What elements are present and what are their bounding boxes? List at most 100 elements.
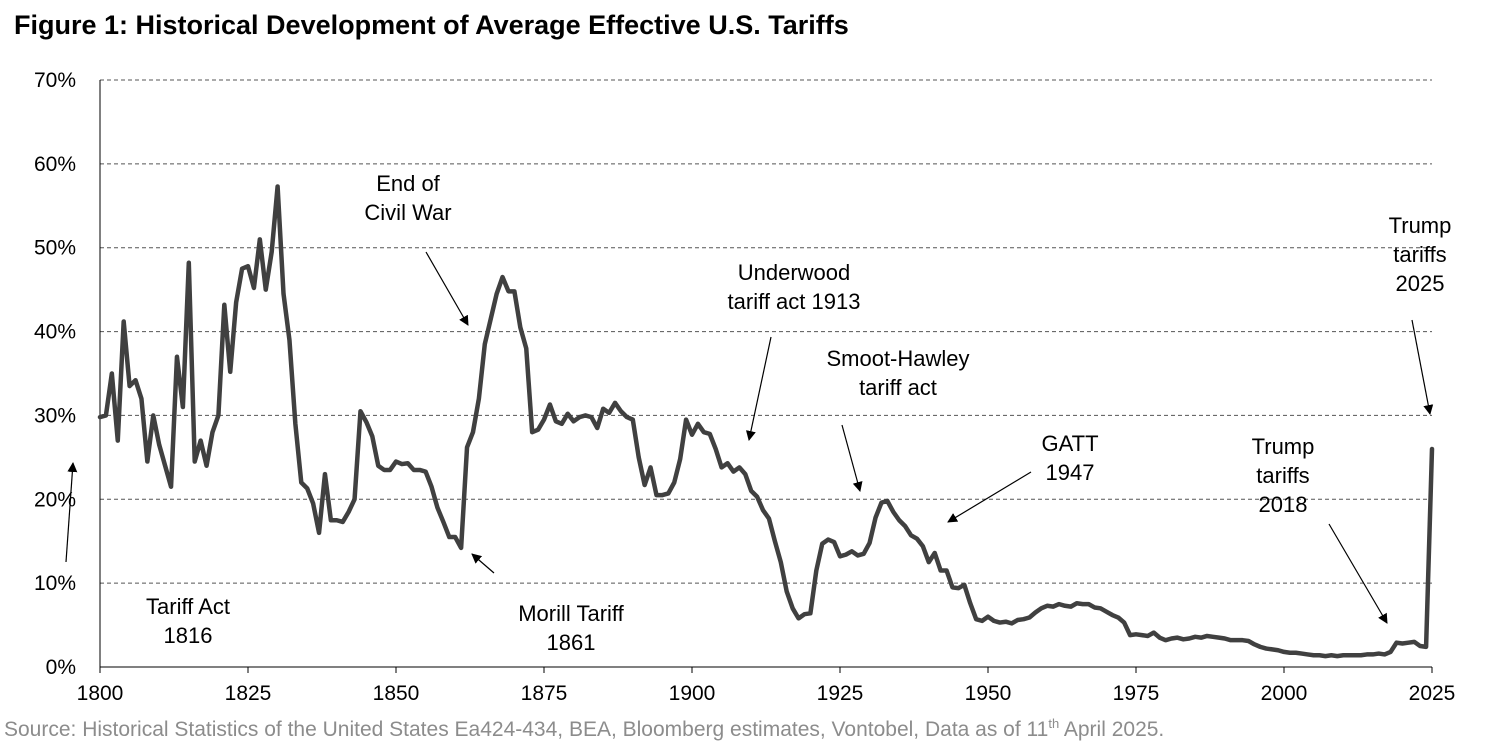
- data-point: [472, 431, 474, 434]
- data-point: [235, 301, 237, 304]
- data-point: [827, 538, 829, 541]
- data-point: [1194, 636, 1196, 638]
- data-point: [460, 547, 462, 549]
- data-point: [1377, 652, 1380, 655]
- annotation: Trump tariffs 2018: [1252, 434, 1388, 624]
- gridlines: [100, 79, 1432, 584]
- data-point: [395, 460, 397, 463]
- data-point: [975, 618, 977, 621]
- data-point: [685, 418, 687, 421]
- annotation-label: Smoot-Hawley tariff act: [826, 346, 969, 400]
- data-point: [762, 509, 764, 511]
- data-point: [910, 534, 912, 537]
- data-point: [1218, 636, 1220, 639]
- data-point: [478, 397, 480, 400]
- data-point: [803, 613, 806, 615]
- data-point: [874, 516, 877, 519]
- data-point: [205, 464, 208, 467]
- data-point: [590, 416, 593, 418]
- annotation-label: Underwood tariff act 1913: [728, 260, 861, 314]
- data-point: [436, 506, 439, 509]
- data-point: [466, 446, 468, 449]
- data-point: [383, 469, 385, 471]
- data-point: [1028, 616, 1031, 619]
- y-tick-label: 60%: [34, 153, 76, 176]
- chart-title: Figure 1: Historical Development of Aver…: [14, 10, 849, 40]
- data-point: [750, 490, 752, 492]
- data-point: [294, 423, 297, 425]
- data-point: [614, 402, 616, 404]
- data-point: [632, 418, 634, 421]
- y-tick-label: 0%: [46, 656, 76, 679]
- annotation-line: 1947: [1046, 460, 1095, 485]
- data-point: [1117, 616, 1120, 619]
- data-point: [134, 379, 137, 382]
- data-point: [128, 385, 131, 387]
- data-point: [247, 265, 249, 267]
- tariff-line-chart: 0% 10% 20% 30% 40% 50% 60% 70% 1800 1825 1850 1875…: [34, 69, 1455, 705]
- annotation-line: 1816: [164, 623, 213, 648]
- annotation-arrow: [1411, 319, 1434, 415]
- data-point: [845, 553, 847, 556]
- data-point: [1324, 655, 1327, 657]
- data-point: [1372, 653, 1374, 656]
- data-point: [407, 462, 409, 465]
- data-point: [253, 287, 255, 289]
- data-point: [306, 487, 309, 490]
- data-point: [1147, 635, 1149, 637]
- data-point: [555, 420, 557, 423]
- data-point: [140, 397, 143, 400]
- data-point: [158, 443, 160, 446]
- data-point: [276, 185, 279, 188]
- data-point: [951, 586, 954, 589]
- x-tick-label: 1825: [225, 682, 272, 705]
- x-tick-label: 1875: [521, 682, 568, 705]
- data-point: [1259, 646, 1262, 648]
- annotation-line: End of: [376, 171, 440, 196]
- annotation: Morill Tariff 1861: [471, 553, 625, 655]
- data-point: [1064, 604, 1066, 607]
- data-point: [229, 371, 232, 373]
- data-point: [146, 460, 149, 463]
- data-point: [833, 541, 835, 543]
- data-point: [1135, 633, 1137, 636]
- data-point: [241, 267, 243, 270]
- annotation-line: tariffs: [1393, 242, 1446, 267]
- data-point: [1265, 647, 1268, 650]
- data-point: [933, 552, 936, 554]
- annotation-label: Morill Tariff 1861: [518, 601, 624, 655]
- data-point: [1360, 654, 1362, 657]
- data-point: [1022, 618, 1025, 621]
- data-point: [916, 537, 918, 540]
- data-point: [1188, 637, 1191, 640]
- data-point: [738, 466, 741, 469]
- data-point: [1401, 642, 1404, 645]
- data-point: [341, 521, 344, 523]
- annotation-line: 2025: [1396, 271, 1445, 296]
- x-tick-label: 1900: [669, 682, 716, 705]
- y-tick-labels: 0% 10% 20% 30% 40% 50% 60% 70%: [34, 69, 76, 679]
- data-point: [424, 470, 427, 473]
- data-point: [880, 501, 883, 504]
- data-point: [744, 473, 747, 475]
- data-point: [1277, 649, 1279, 652]
- data-point: [448, 536, 451, 538]
- data-point: [1034, 611, 1037, 614]
- annotation-line: Civil War: [364, 200, 451, 225]
- annotation-arrow: [65, 462, 78, 563]
- data-point: [1206, 635, 1208, 637]
- data-point: [673, 481, 676, 484]
- annotation: Smoot-Hawley tariff act: [826, 346, 970, 492]
- data-point: [957, 587, 960, 589]
- x-tick-label: 1950: [965, 682, 1012, 705]
- data-point: [720, 466, 723, 469]
- annotation-label: End of Civil War: [364, 171, 451, 225]
- data-point: [330, 519, 332, 522]
- data-point: [1004, 620, 1007, 623]
- data-point: [412, 469, 415, 471]
- x-tick-label: 1800: [77, 682, 124, 705]
- annotation: Trump tariffs 2025: [1389, 213, 1451, 415]
- annotations: Tariff Act 1816 End of Civil War Morill Tari…: [65, 171, 1451, 655]
- data-point: [637, 456, 640, 459]
- data-point: [809, 612, 812, 615]
